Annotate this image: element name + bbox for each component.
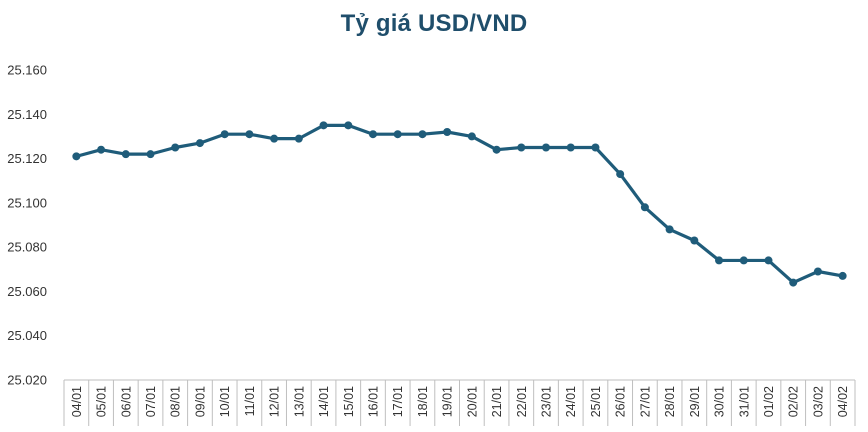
x-tick-label: 17/01 <box>391 386 405 417</box>
data-point <box>665 225 674 234</box>
x-tick-label: 04/02 <box>836 386 850 417</box>
data-point <box>368 130 377 139</box>
x-tick-label: 10/01 <box>218 386 232 417</box>
x-tick-label: 12/01 <box>268 386 282 417</box>
y-tick-label: 25.140 <box>7 107 47 122</box>
data-point <box>220 130 229 139</box>
data-point <box>690 236 699 245</box>
x-tick-label: 25/01 <box>589 386 603 417</box>
data-point <box>739 256 748 265</box>
x-tick-label: 09/01 <box>193 386 207 417</box>
x-tick-label: 20/01 <box>465 386 479 417</box>
data-point <box>418 130 427 139</box>
data-point <box>97 145 106 154</box>
data-point <box>542 143 551 152</box>
y-tick-label: 25.160 <box>7 63 47 78</box>
x-tick-label: 23/01 <box>540 386 554 417</box>
data-point <box>838 271 847 280</box>
data-point <box>764 256 773 265</box>
chart-title: Tỷ giá USD/VND <box>340 10 528 37</box>
data-point <box>640 203 649 212</box>
data-point <box>566 143 575 152</box>
x-tick-label: 04/01 <box>70 386 84 417</box>
data-point <box>517 143 526 152</box>
x-tick-label: 21/01 <box>490 386 504 417</box>
data-point <box>492 145 501 154</box>
x-tick-label: 31/01 <box>737 386 751 417</box>
x-tick-label: 30/01 <box>713 386 727 417</box>
x-axis: 04/01 05/01 06/01 07/01 08/01 09/01 10/01 11/01… <box>63 379 856 426</box>
x-tick-label: 05/01 <box>95 386 109 417</box>
data-point <box>146 150 155 159</box>
x-tick-label: 08/01 <box>169 386 183 417</box>
data-point <box>72 152 81 161</box>
x-tick-label: 06/01 <box>119 386 133 417</box>
y-tick-label: 25.040 <box>7 328 47 343</box>
x-tick-label: 24/01 <box>564 386 578 417</box>
x-tick-label: 14/01 <box>317 386 331 417</box>
series-line <box>74 123 845 285</box>
x-tick-label: 19/01 <box>441 386 455 417</box>
x-tick-label: 16/01 <box>366 386 380 417</box>
x-tick-label: 13/01 <box>292 386 306 417</box>
x-tick-label: 07/01 <box>144 386 158 417</box>
data-point <box>245 130 254 139</box>
x-tick-label: 26/01 <box>614 386 628 417</box>
x-tick-label: 18/01 <box>416 386 430 417</box>
x-tick-label: 11/01 <box>243 386 257 416</box>
y-tick-label: 25.100 <box>7 195 47 210</box>
x-tick-label: 01/02 <box>762 386 776 417</box>
x-tick-label: 28/01 <box>663 386 677 417</box>
data-point <box>270 134 279 143</box>
y-tick-label: 25.060 <box>7 284 47 299</box>
data-point <box>294 134 303 143</box>
data-point <box>121 150 130 159</box>
x-tick-label: 29/01 <box>688 386 702 417</box>
data-point <box>319 121 328 130</box>
data-point <box>393 130 402 139</box>
y-tick-label: 25.020 <box>7 373 47 388</box>
x-tick-label: 27/01 <box>638 386 652 417</box>
data-point <box>195 139 204 148</box>
x-tick-label: 15/01 <box>342 386 356 417</box>
series-price <box>72 121 847 287</box>
data-point <box>467 132 476 141</box>
data-point <box>443 128 452 136</box>
data-point <box>715 256 724 265</box>
x-tick-label: 22/01 <box>515 386 529 417</box>
x-tick-label: 02/02 <box>787 386 801 417</box>
data-point <box>591 143 600 152</box>
data-point <box>789 278 798 287</box>
data-point <box>813 267 822 276</box>
data-point <box>171 143 180 152</box>
y-tick-label: 25.120 <box>7 151 47 166</box>
y-tick-label: 25.080 <box>7 240 47 255</box>
y-axis: 25.020 25.040 25.060 25.080 25.100 25.120 25.1… <box>7 63 47 388</box>
x-tick-label: 03/02 <box>811 386 825 417</box>
data-point <box>616 170 625 179</box>
data-point <box>344 121 353 130</box>
